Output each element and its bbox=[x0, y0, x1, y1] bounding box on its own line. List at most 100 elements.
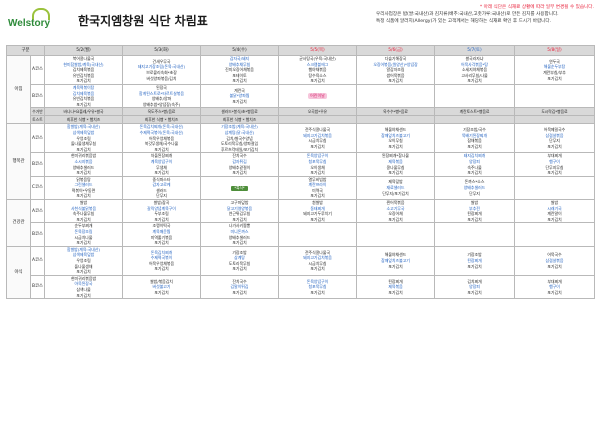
menu-cell-lunch_c-2: *특식* bbox=[200, 175, 279, 201]
menu-cell-lunch_a-2: 기장조밥(계육:국내산) 삼계탕(닭:국내산) 김치/쌀국수양념 도토리묵무침/양파절… bbox=[200, 123, 279, 154]
notice-line-2: 우리사업장은 밥(쌀:국내산)과 김치류(배추:국내산,고춧가루:국내산)로 만… bbox=[376, 12, 559, 17]
menu-item: 닭고기영양볶음 bbox=[226, 205, 253, 211]
header-day-2: 5/3(화) bbox=[122, 45, 201, 56]
menu-row-lunch_b: B코스 현미귀리볶음밥 소시지볶음 양배추샐러드 포기김치 차돌된장찌개 계육양념구이 무생채… bbox=[7, 152, 595, 177]
menu-item: 김치제육볶음 bbox=[72, 67, 95, 73]
menu-item: 포기김치 bbox=[232, 289, 247, 295]
menu-cell-dinner_b-4 bbox=[356, 222, 435, 247]
menu-item: 삼색제육덮밥 bbox=[72, 129, 95, 135]
menu-item: 포기김치 bbox=[388, 78, 403, 84]
menu-body: 아침 A코스 북어콩나물국 현미찹쌀밥/계육(국내산) 김치제육볶음 유빈김치볶음 포기김치… bbox=[6, 54, 595, 300]
menu-cell-lunch_b-4: 된장찌개*참나물 제육볶음 콩나물무침 포기김치 bbox=[356, 152, 435, 177]
menu-cell-breakfast_b-5 bbox=[434, 83, 515, 109]
menu-item: 포기김치 bbox=[467, 78, 482, 84]
menu-item: 햄구이 bbox=[549, 158, 560, 164]
menu-item: 돌나물생채 bbox=[74, 263, 93, 269]
menu-item: 제육볶음 bbox=[388, 158, 403, 164]
menu-item: 삼색제육덮밥 bbox=[72, 252, 95, 258]
menu-item: 해물야채샌드 bbox=[384, 127, 407, 133]
menu-item: 양배추겉절이 bbox=[228, 164, 251, 170]
menu-item: 오이생채 bbox=[310, 164, 325, 170]
menu-cell-dinner_b-6 bbox=[514, 222, 595, 247]
menu-item: 해물순두부탕 bbox=[543, 64, 566, 70]
zone-happy: 행복관 bbox=[6, 123, 31, 201]
menu-row-lunch_a: 행복관 A코스 함쌀밥(계육:국내산) 삼색제육덮밥 우엉조림 돌나물생채무침 포기김치 돈육… bbox=[6, 123, 595, 201]
menu-item: 유빈김치볶음 bbox=[72, 96, 95, 102]
course-label: A코스 bbox=[30, 245, 45, 276]
menu-item: 전주식콩나물국 bbox=[304, 249, 331, 255]
toast-bar-cell: 최후한 식빵 * 햄치즈 bbox=[122, 115, 201, 125]
menu-item: 포기김치 bbox=[547, 289, 562, 295]
menu-item: 시금치나물 bbox=[74, 234, 93, 240]
menu-row-late_a: 야식 A코스 함쌀밥(계육:국내산) 삼색제육덮밥 우엉조림 돌나물생채 포기김치 돈육김치찌… bbox=[6, 245, 595, 300]
menu-item: 포기김치 bbox=[310, 78, 325, 84]
menu-item: 잡채볶음 bbox=[467, 138, 482, 144]
menu-cell-lunch_a-0: 함쌀밥(계육:국내산) 삼색제육덮밥 우엉조림 돌나물생채무침 포기김치 bbox=[44, 123, 123, 154]
menu-item: 포기김치 bbox=[154, 240, 169, 246]
menu-item: 포기김치 bbox=[547, 75, 562, 81]
menu-item: 함쌀밥(계육:국내산) bbox=[67, 246, 100, 252]
menu-item: 포기김치 bbox=[232, 170, 247, 176]
menu-item: 포기김치 bbox=[154, 216, 169, 222]
menu-item: 감자국/돼지 bbox=[229, 56, 250, 61]
header-day-1: 5/2(월) bbox=[44, 45, 123, 56]
menu-item: 포기김치 bbox=[76, 216, 91, 222]
menu-item: 부대찌개 bbox=[547, 153, 562, 159]
menu-item: 차돌된장찌개 bbox=[150, 153, 173, 159]
menu-cell-dinner_b-5 bbox=[434, 222, 515, 247]
menu-item: 동태찌개 bbox=[310, 205, 325, 211]
menu-item: 포기김치 bbox=[467, 170, 482, 176]
menu-cell-dinner_b-1: 조랭이떡국 계육매운찜 미역줄기볶음 포기김치 bbox=[122, 222, 201, 247]
menu-item: 감자고로케 bbox=[152, 182, 171, 188]
menu-item: 단무지 bbox=[549, 138, 560, 144]
menu-item: 쌀밥/볶음김치 bbox=[150, 278, 173, 284]
course-label: B코스 bbox=[30, 222, 45, 247]
header-day-7: 5/8(일) bbox=[514, 45, 595, 56]
menu-item: 포기김치 bbox=[232, 216, 247, 222]
logo-text: Welstory bbox=[8, 18, 51, 29]
menu-item: 제육볶음 bbox=[388, 284, 403, 290]
menu-item: 해물야채샌드 bbox=[384, 252, 407, 258]
menu-item: 기장조밥 bbox=[467, 252, 482, 258]
menu-cell-dinner_a-3: 흰쌀밥 동태찌개 돼지고기두루치기 포기김치 bbox=[278, 199, 357, 224]
menu-item: 포기김치 bbox=[547, 143, 562, 149]
page-header: Welstory 한국지엠창원 식단 차림표 * 아래 식단은 식재료 상황에 … bbox=[0, 0, 600, 46]
notice-box: * 아래 식단은 식재료 상황에 따라 일부 변경될 수 있습니다. 우리사업장… bbox=[376, 4, 594, 25]
menu-item: 도토리묵무침/양파절임 bbox=[220, 141, 259, 147]
menu-cell-dinner_a-2: 고구마덮밥 닭고기영양볶음 연근튀김무침 포기김치 bbox=[200, 199, 279, 224]
menu-item: 포테이토 bbox=[232, 72, 247, 78]
menu-item: 숙주나물 bbox=[467, 164, 482, 170]
menu-item: 계육매운찜 bbox=[152, 229, 171, 235]
menu-item: 감자튀김 bbox=[232, 158, 247, 164]
menu-cell-breakfast_a-2: 감자국/돼지 양배추채무침 진미오징어채볶음 포테이토 포기김치 bbox=[200, 55, 279, 85]
menu-cell-late_b-1: 쌀밥/볶음김치 버섯불고기 포기김치 bbox=[122, 274, 201, 300]
menu-cell-breakfast_a-0: 북어콩나물국 현미찹쌀밥/계육(국내산) 김치제육볶음 유빈김치볶음 포기김치 bbox=[44, 55, 123, 85]
menu-item: 우엉조림 bbox=[76, 135, 91, 141]
menu-item: 나가사키짬뽕 bbox=[228, 223, 251, 229]
menu-item: 돈육김치찌개 bbox=[150, 249, 173, 255]
menu-item: 어묵메밀국수 bbox=[543, 127, 566, 133]
menu-cell-breakfast_a-6: 연두국 해물순두부탕 계란부침/부추 포기김치 bbox=[514, 55, 595, 85]
menu-cell-dinner_a-0: 쌀밥 사천식불닭볶음 숙주나물무침 포기김치 bbox=[44, 199, 123, 224]
menu-cell-late_a-3: 전주식콩나물국 돼지고기김치볶음 시금치무침 포기김치 bbox=[278, 245, 357, 276]
menu-item: 연근튀김무침 bbox=[228, 211, 251, 217]
menu-item: 포기김치 bbox=[76, 193, 91, 199]
menu-item: 김치찌개 bbox=[467, 278, 482, 284]
menu-cell-breakfast_b-3: 어린이날 bbox=[278, 83, 357, 109]
toast-bar-label: 토스트 bbox=[30, 115, 45, 125]
menu-item: 쌈어묵볶음 bbox=[386, 72, 405, 78]
menu-item: 돈까스*소스 bbox=[464, 179, 485, 185]
menu-cell-late_a-0: 함쌀밥(계육:국내산) 삼색제육덮밥 우엉조림 돌나물생채 포기김치 bbox=[44, 245, 123, 276]
menu-item: 쌀국라자냐 bbox=[465, 56, 484, 61]
menu-item: 양장피 bbox=[469, 158, 480, 164]
menu-item: 사천식불닭볶음 bbox=[70, 205, 97, 211]
menu-item: 후르츠칵테일/포기김치 bbox=[220, 146, 259, 152]
menu-item: 시금치무침 bbox=[308, 138, 327, 144]
menu-cell-late_a-1: 돈육김치찌개 수제떡국볶이 어묵우엉채볶음 포기김치 bbox=[122, 245, 201, 276]
menu-item: 어묵국수 bbox=[547, 252, 562, 258]
menu-item: 제육덮밥 bbox=[388, 179, 403, 185]
menu-cell-lunch_c-4: 제육덮밥 재료샐러드 단무지/포기김치 bbox=[356, 175, 435, 201]
menu-item: 포기김치 bbox=[388, 170, 403, 176]
menu-item: 포기김치 bbox=[388, 216, 403, 222]
menu-item: 건새우무국 bbox=[152, 58, 171, 64]
